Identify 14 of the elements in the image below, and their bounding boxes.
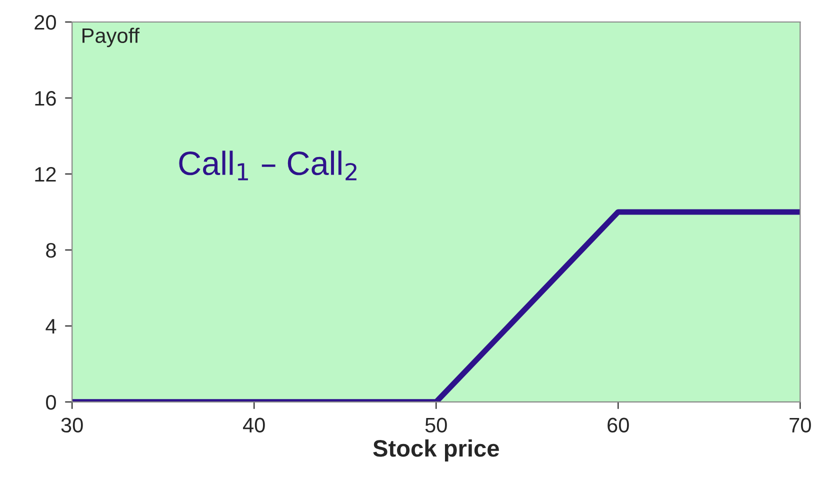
x-tick-label: 30: [61, 418, 83, 433]
y-tick-label: 8: [46, 242, 56, 258]
x-tick-label: 60: [608, 418, 629, 433]
x-axis-title: Stock price: [373, 439, 499, 462]
y-tick-label: 0: [46, 394, 56, 410]
y-tick-label: 20: [34, 15, 56, 30]
text: Call$_{1}$ – Call$_{2}$: [179, 150, 356, 180]
y-axis-title: Payoff: [82, 28, 140, 48]
y-tick-label: 4: [46, 319, 56, 334]
y-tick-label: 16: [35, 90, 56, 106]
x-tick-label: 50: [425, 418, 447, 433]
x-tick-label: 40: [242, 418, 265, 433]
x-tick-label: 70: [790, 418, 811, 433]
y-tick-label: 12: [35, 166, 56, 182]
